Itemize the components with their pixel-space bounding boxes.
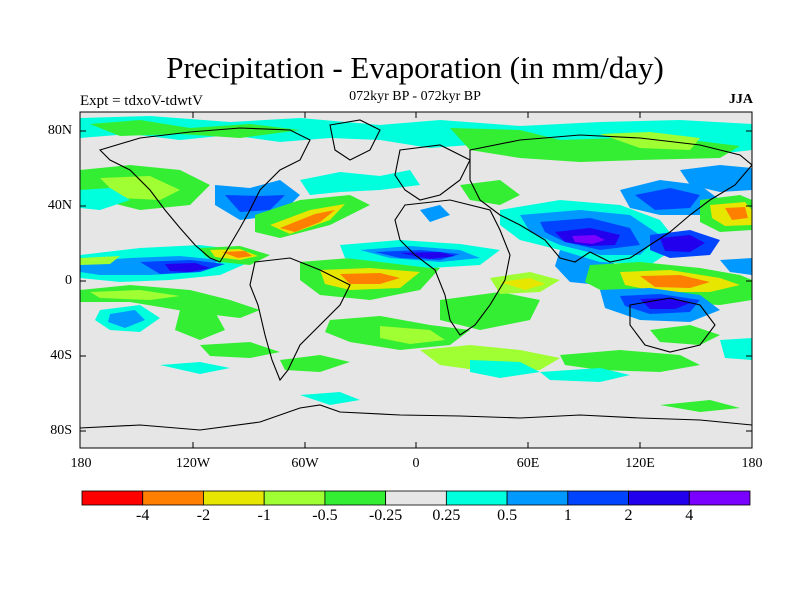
colorbar-swatch <box>81 490 144 506</box>
axis-ticks <box>80 112 752 448</box>
colorbar-tick-label: 1 <box>563 507 572 524</box>
season-label: JJA <box>728 92 753 107</box>
lon-tick-60w: 60W <box>291 456 319 471</box>
colorbar-tick-label: -4 <box>136 507 150 524</box>
map-subtitle: 072kyr BP - 072kyr BP <box>349 89 481 104</box>
lon-tick-180e: 180 <box>741 456 763 471</box>
colorbar-swatch <box>203 490 265 506</box>
colorbar-swatch <box>324 490 387 506</box>
colorbar-tick-label: -0.5 <box>312 507 338 524</box>
colorbar-swatch <box>688 490 751 506</box>
coastlines <box>80 119 752 431</box>
colorbar-tick-label: -0.25 <box>368 507 403 524</box>
colorbar-swatch <box>263 490 326 506</box>
map-title: Precipitation - Evaporation (in mm/day) <box>166 50 664 85</box>
lat-tick-80n: 80N <box>47 123 72 138</box>
colorbar-swatch <box>567 490 629 506</box>
colorbar-tick-label: 2 <box>624 507 633 524</box>
lat-tick-0: 0 <box>65 273 72 288</box>
colorbar-swatch <box>445 490 508 506</box>
colorbar-tick-label: 0.5 <box>497 507 518 524</box>
lon-tick-0: 0 <box>412 456 420 471</box>
colorbar <box>81 490 751 506</box>
pe-contour-fields <box>80 116 752 412</box>
lon-tick-60e: 60E <box>516 456 540 471</box>
colorbar-tick-label: -2 <box>196 507 211 524</box>
lat-tick-40n: 40N <box>47 198 72 213</box>
colorbar-swatch <box>628 490 690 506</box>
colorbar-tick-label: 4 <box>685 507 694 524</box>
lon-tick-120w: 120W <box>175 456 211 471</box>
lat-tick-40s: 40S <box>50 348 72 363</box>
lat-tick-80s: 80S <box>50 423 72 438</box>
colorbar-tick-label: 0.25 <box>432 507 461 524</box>
colorbar-swatch <box>142 490 204 506</box>
experiment-label: Expt = tdxoV-tdwtV <box>80 93 203 109</box>
colorbar-swatch <box>506 490 569 506</box>
lon-tick-180w: 180 <box>70 456 92 471</box>
colorbar-tick-label: -1 <box>257 507 271 524</box>
lon-tick-120e: 120E <box>625 456 655 471</box>
colorbar-swatch <box>385 490 447 506</box>
